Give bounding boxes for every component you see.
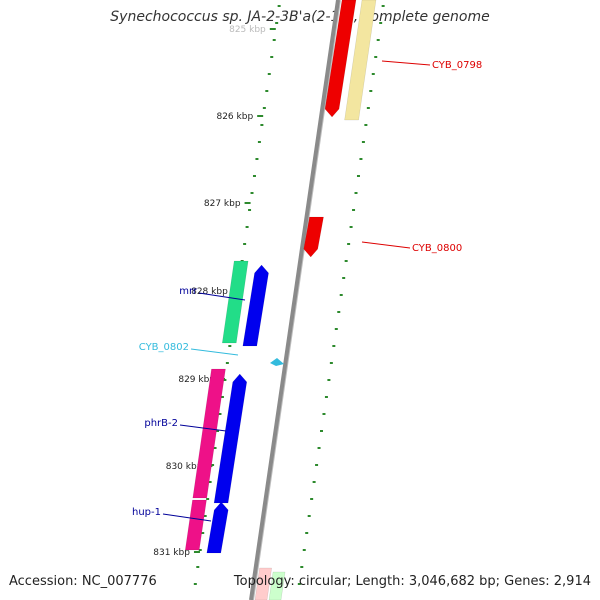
ruler-label: 828 kbp — [191, 287, 228, 297]
backbone-line — [249, 0, 340, 600]
gene-label: CYB_0798 — [432, 60, 482, 71]
gene-label: CYB_0800 — [412, 243, 462, 254]
ruler-label: 825 kbp — [229, 25, 266, 35]
gene-leader-line — [381, 60, 431, 66]
gene-feature-cyb-0800 — [303, 216, 324, 258]
gene-leader-line — [162, 513, 212, 522]
gene-feature-bottom-green — [268, 571, 286, 600]
gene-leader-line — [198, 292, 246, 301]
ruler-label: 826 kbp — [216, 112, 253, 122]
gene-label: phrB-2 — [144, 418, 178, 429]
ruler-label: 827 kbp — [204, 199, 241, 209]
gene-feature-yellow — [344, 0, 377, 121]
gene-feature-mrr — [221, 260, 249, 344]
gene-leader-line — [361, 241, 411, 249]
gene-feature-cyb-0798 — [324, 0, 357, 118]
gene-label: mrr — [179, 286, 198, 297]
gene-leader-line — [179, 424, 227, 432]
ruler-label: 830 kbp — [166, 462, 203, 472]
gene-label: CYB_0802 — [139, 342, 189, 353]
gene-feature-hup-1 — [206, 501, 229, 554]
genome-title: Synechococcus sp. JA-2-3B'a(2-13), compl… — [110, 9, 490, 25]
gene-feature-phrb-2 — [192, 368, 226, 499]
gene-leader-line — [190, 348, 239, 356]
gene-feature-bottom-pink — [254, 567, 272, 600]
topology-summary: Topology: circular; Length: 3,046,682 bp… — [233, 574, 591, 589]
gene-feature-cyb-0802 — [270, 358, 284, 366]
ruler-label: 831 kbp — [153, 548, 190, 558]
gene-feature-blue-1 — [242, 264, 269, 347]
accession-text: Accession: NC_007776 — [9, 574, 157, 589]
gene-feature-magenta-2 — [184, 499, 207, 551]
ruler-label: 829 kbp — [178, 375, 215, 385]
gene-label: hup-1 — [132, 507, 161, 518]
